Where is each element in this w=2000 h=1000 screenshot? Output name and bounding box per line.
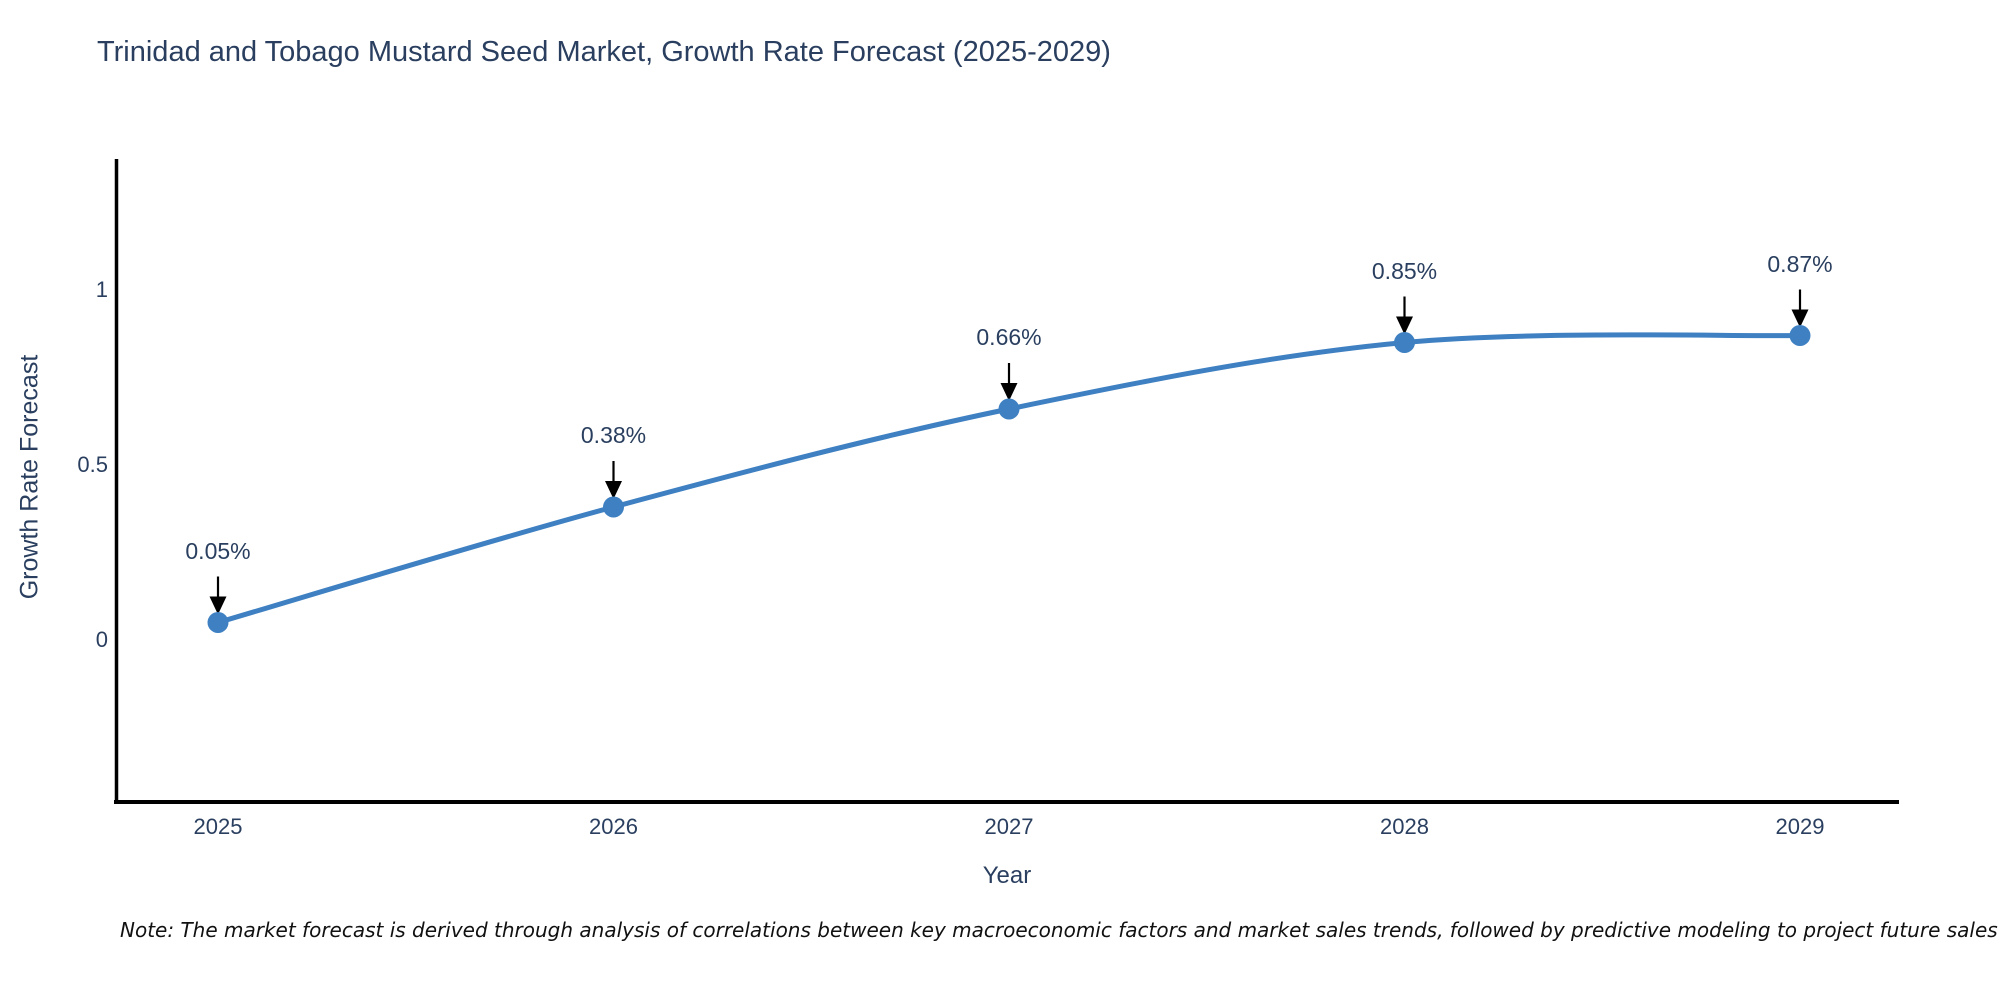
- y-axis-title: Growth Rate Forecast: [15, 354, 44, 600]
- x-axis-title: Year: [982, 862, 1032, 889]
- x-tick-label: 2027: [984, 814, 1034, 839]
- data-point-marker: [998, 398, 1020, 420]
- data-point-marker: [207, 612, 229, 633]
- annotation-arrow-head: [1000, 383, 1018, 401]
- data-point-marker: [1789, 325, 1811, 346]
- annotation-arrow-head: [1791, 309, 1809, 328]
- y-tick-label: 1: [95, 277, 108, 302]
- footnote: Note: The market forecast is derived thr…: [120, 918, 1998, 942]
- data-point-marker: [1394, 332, 1415, 353]
- point-annotation: 0.87%: [1767, 250, 1833, 277]
- chart-title: Trinidad and Tobago Mustard Seed Market,…: [97, 36, 1111, 68]
- point-annotation: 0.66%: [976, 324, 1042, 350]
- annotation-arrow-head: [209, 596, 227, 615]
- y-tick-label: 0.5: [77, 452, 108, 477]
- point-annotation: 0.05%: [185, 537, 251, 564]
- point-annotation: 0.85%: [1371, 257, 1438, 284]
- x-tick-label: 2026: [589, 814, 638, 839]
- y-tick-label: 0: [95, 627, 108, 652]
- annotation-arrow-head: [1396, 316, 1413, 335]
- data-point-marker: [603, 496, 624, 518]
- x-tick-label: 2029: [1775, 814, 1825, 839]
- point-annotation: 0.38%: [580, 422, 647, 448]
- x-tick-label: 2025: [193, 814, 243, 839]
- annotation-arrow-head: [605, 481, 622, 499]
- x-tick-label: 2028: [1380, 814, 1429, 839]
